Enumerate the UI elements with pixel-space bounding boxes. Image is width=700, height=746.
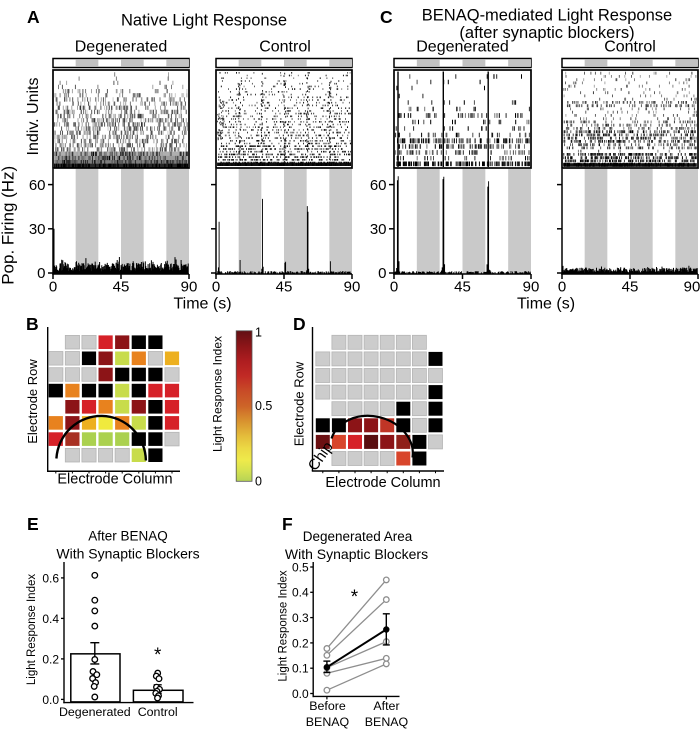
svg-text:30: 30 [29, 221, 46, 238]
svg-text:E: E [27, 514, 39, 534]
svg-text:(after synaptic blockers): (after synaptic blockers) [459, 24, 634, 42]
svg-text:0.0: 0.0 [292, 687, 309, 701]
svg-text:0.5: 0.5 [292, 560, 309, 574]
svg-text:0.2: 0.2 [42, 652, 59, 666]
svg-text:0: 0 [49, 279, 57, 296]
svg-text:Indiv. Units: Indiv. Units [25, 78, 42, 156]
svg-text:0.1: 0.1 [292, 662, 309, 676]
svg-text:Native Light Response: Native Light Response [121, 12, 287, 30]
svg-text:30: 30 [370, 221, 387, 238]
svg-text:0.4: 0.4 [292, 586, 309, 600]
svg-text:60: 60 [29, 177, 46, 194]
svg-text:0.2: 0.2 [292, 636, 309, 650]
svg-text:F: F [282, 514, 293, 534]
svg-text:45: 45 [276, 279, 293, 296]
svg-text:BENAQ: BENAQ [365, 715, 409, 729]
svg-text:Time (s): Time (s) [517, 296, 575, 313]
svg-text:Control: Control [138, 705, 178, 719]
svg-text:With Synaptic Blockers: With Synaptic Blockers [56, 546, 199, 562]
svg-text:Light Response Index: Light Response Index [278, 570, 290, 681]
svg-text:BENAQ: BENAQ [306, 715, 350, 729]
svg-text:Electrode Column: Electrode Column [57, 472, 172, 488]
svg-text:After BENAQ: After BENAQ [88, 529, 168, 544]
svg-text:Electrode Row: Electrode Row [292, 361, 307, 446]
svg-text:BENAQ-mediated Light Response: BENAQ-mediated Light Response [422, 7, 672, 25]
svg-text:Degenerated Area: Degenerated Area [303, 529, 413, 544]
svg-text:Electrode Row: Electrode Row [25, 359, 40, 444]
svg-text:B: B [26, 314, 39, 334]
svg-text:D: D [293, 314, 306, 334]
svg-text:Control: Control [259, 39, 311, 56]
svg-text:45: 45 [622, 279, 639, 296]
svg-text:With Synaptic Blockers: With Synaptic Blockers [285, 546, 428, 562]
svg-text:0: 0 [378, 265, 386, 282]
svg-text:90: 90 [181, 279, 198, 296]
svg-text:Degenerated: Degenerated [416, 39, 509, 56]
svg-text:0: 0 [255, 475, 262, 489]
svg-text:0.6: 0.6 [42, 571, 59, 585]
svg-text:0.3: 0.3 [292, 611, 309, 625]
svg-text:0: 0 [212, 279, 220, 296]
svg-text:60: 60 [370, 177, 387, 194]
svg-text:Degenerated: Degenerated [59, 705, 131, 719]
svg-text:After: After [373, 699, 399, 713]
svg-text:Before: Before [309, 699, 346, 713]
svg-text:Time (s): Time (s) [173, 296, 231, 313]
svg-text:Degenerated: Degenerated [75, 39, 168, 56]
svg-text:A: A [27, 7, 40, 27]
svg-text:0.4: 0.4 [42, 612, 59, 626]
svg-text:45: 45 [454, 279, 471, 296]
svg-text:Light Response Index: Light Response Index [211, 336, 225, 452]
svg-text:90: 90 [344, 279, 361, 296]
svg-text:*: * [351, 587, 359, 608]
svg-text:90: 90 [523, 279, 540, 296]
svg-text:C: C [380, 7, 393, 27]
svg-text:0: 0 [558, 279, 566, 296]
svg-text:0.0: 0.0 [42, 693, 59, 707]
svg-text:0: 0 [37, 265, 45, 282]
svg-text:Electrode Column: Electrode Column [325, 475, 440, 491]
svg-text:0.5: 0.5 [255, 399, 272, 413]
svg-text:90: 90 [684, 279, 700, 296]
svg-text:Control: Control [604, 39, 656, 56]
svg-text:45: 45 [113, 279, 130, 296]
svg-text:Pop. Firing (Hz): Pop. Firing (Hz) [0, 166, 17, 285]
svg-text:1: 1 [255, 326, 262, 340]
svg-text:0: 0 [390, 279, 398, 296]
svg-text:Light Response Index: Light Response Index [26, 574, 38, 685]
svg-text:*: * [154, 645, 162, 666]
